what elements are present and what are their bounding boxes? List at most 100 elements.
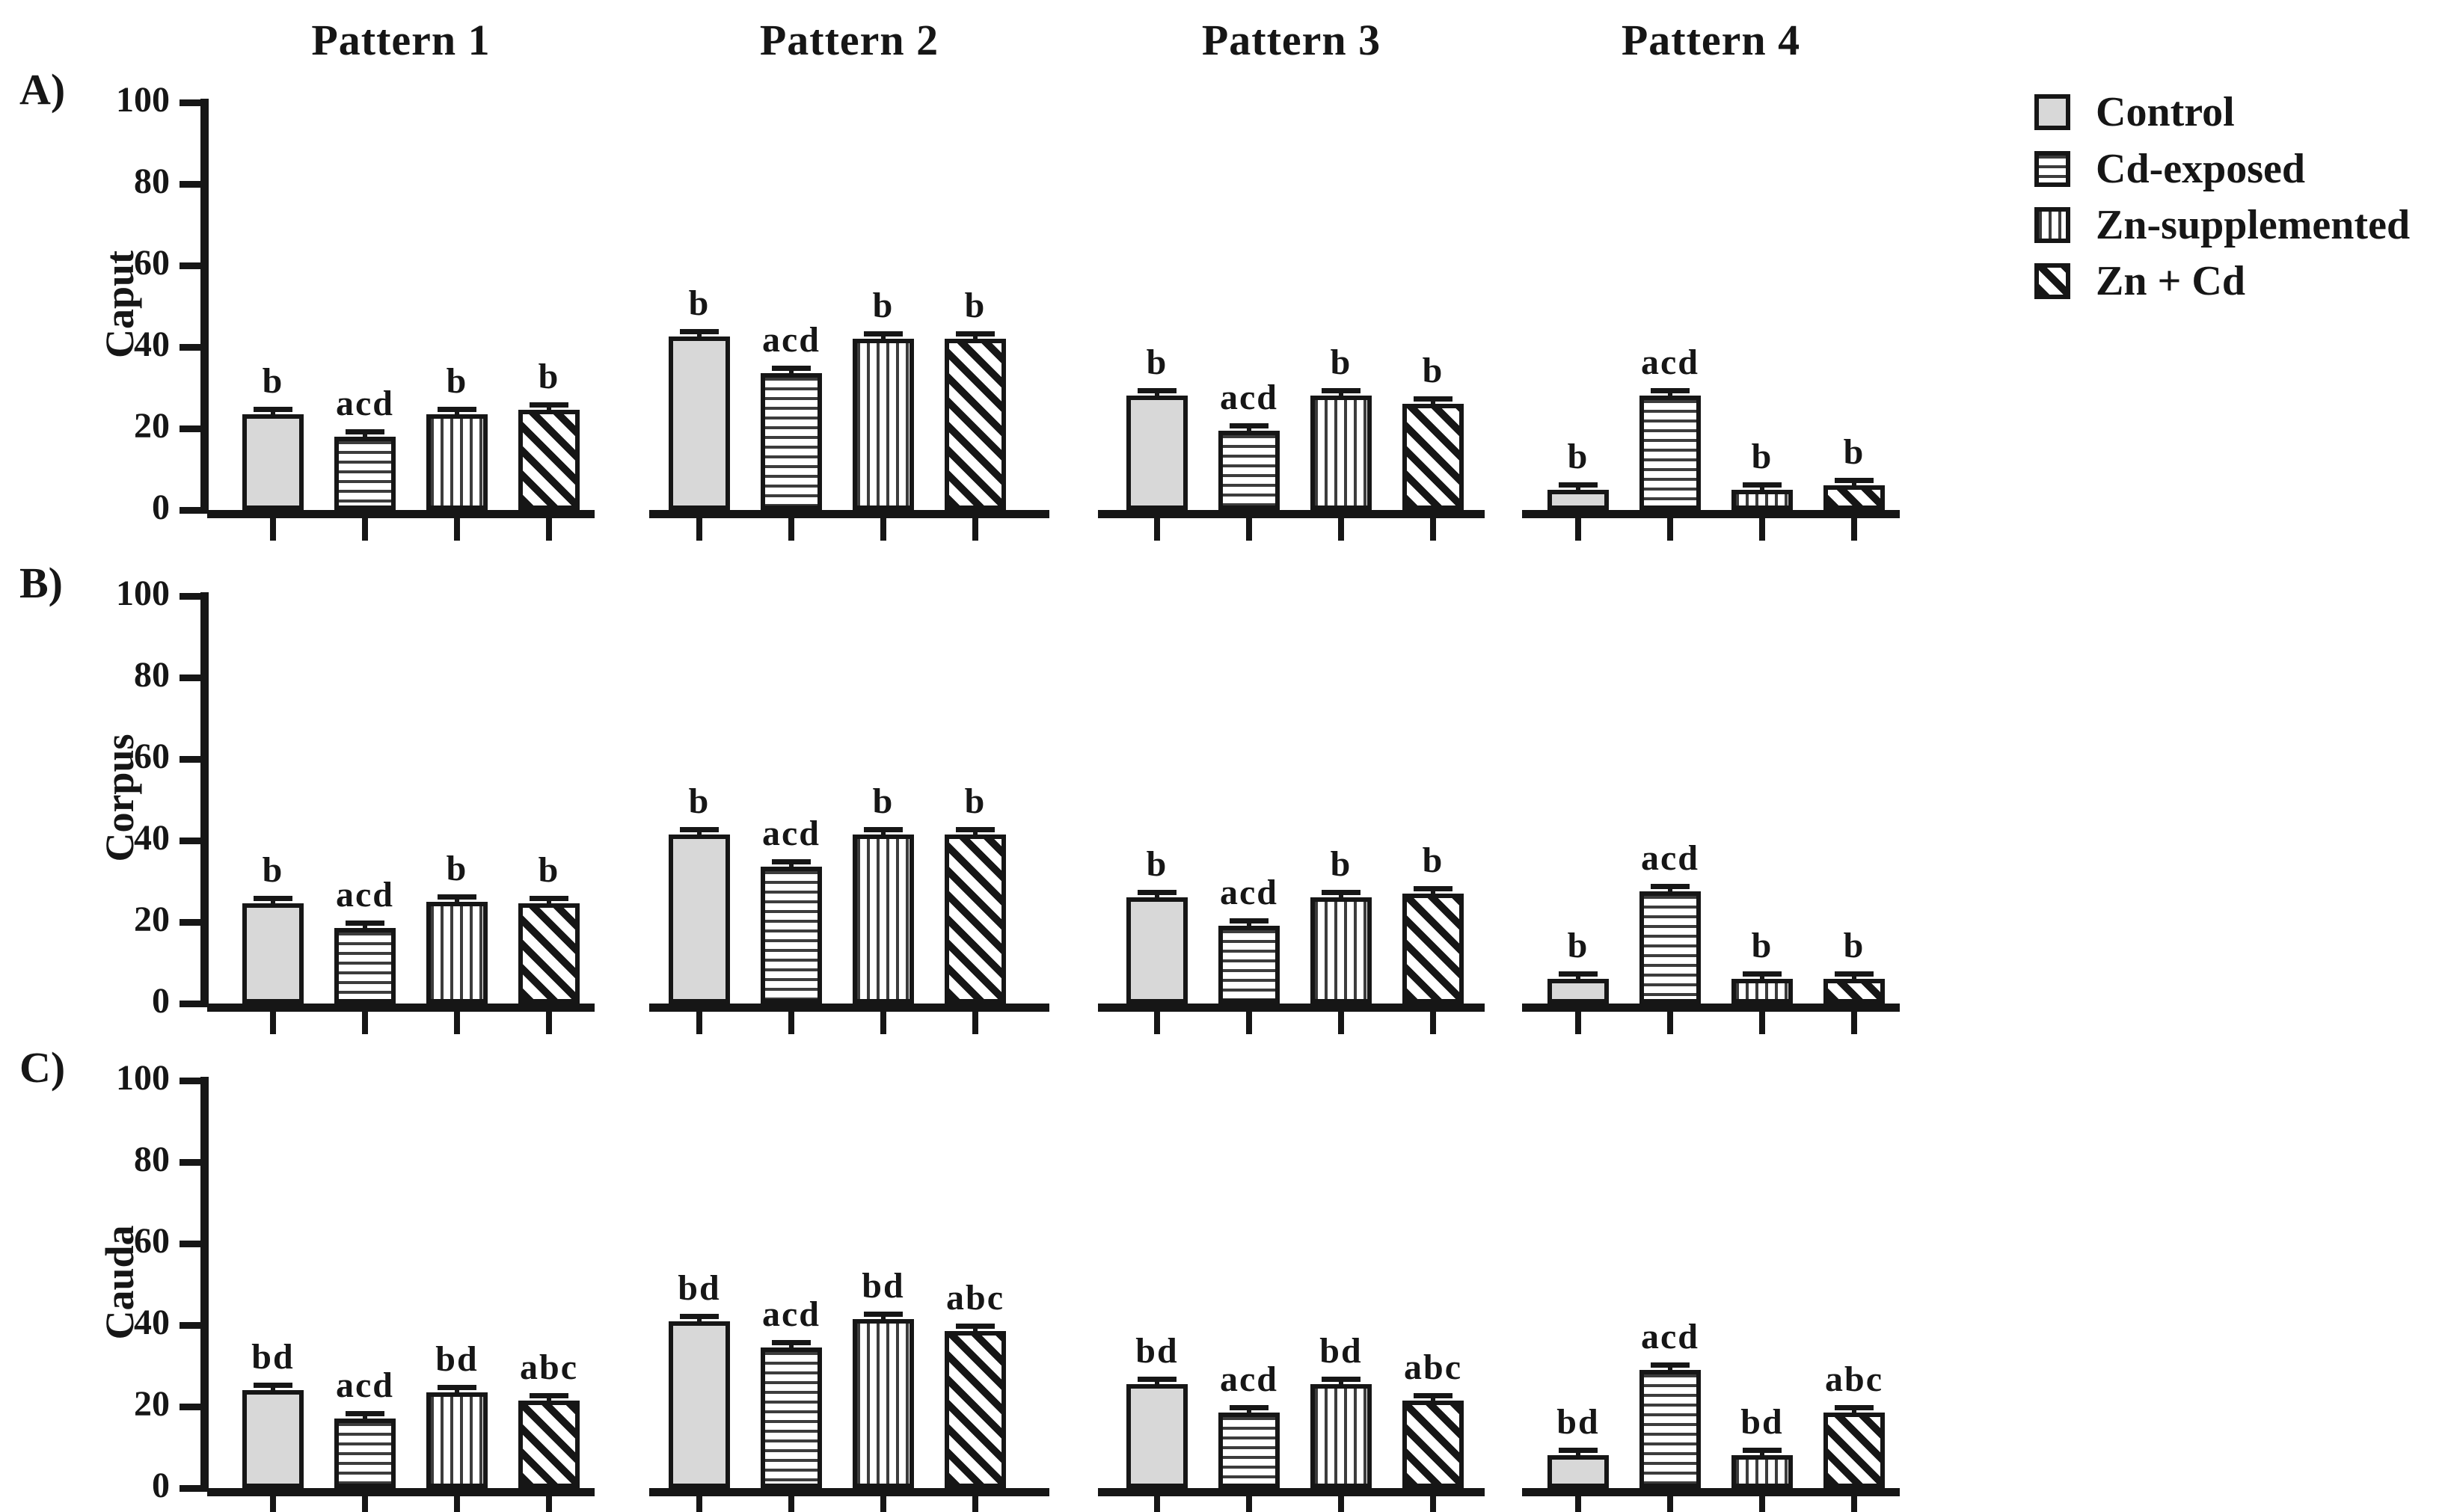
significance-letter: bd [1740, 1402, 1784, 1442]
significance-letter: b [1843, 432, 1865, 472]
bar-zn-supplemented [1310, 897, 1372, 1004]
error-bar-cap [1559, 971, 1598, 977]
error-bar-cap [1322, 1377, 1360, 1382]
x-tick [1154, 1012, 1160, 1034]
y-tick-label: 60 [134, 1221, 170, 1261]
error-bar-cap [956, 1324, 995, 1329]
y-tick-label: 0 [152, 981, 170, 1021]
bar-cd-exposed [334, 928, 396, 1004]
significance-letter: bd [435, 1339, 479, 1379]
bar-zn-plus-cd [1823, 485, 1885, 510]
y-tick [180, 674, 202, 681]
error-bar-cap [438, 407, 476, 412]
y-axis-label-cauda: Cauda [97, 1224, 142, 1340]
legend-label-zn-plus-cd: Zn + Cd [2096, 258, 2245, 304]
significance-letter: bd [1319, 1331, 1363, 1371]
x-axis-line [1522, 1004, 1900, 1012]
y-tick [180, 1241, 202, 1247]
legend-label-control: Control [2096, 89, 2235, 135]
error-bar-cap [1835, 1405, 1874, 1410]
bar-cd-exposed [334, 1419, 396, 1488]
x-tick [454, 518, 460, 541]
y-tick-label: 100 [116, 80, 170, 120]
bar-zn-plus-cd [518, 1401, 580, 1488]
y-tick-label: 100 [116, 1058, 170, 1098]
x-tick [1575, 518, 1581, 541]
y-tick [180, 593, 202, 600]
y-tick-label: 20 [134, 900, 170, 939]
y-tick [180, 838, 202, 844]
significance-letter: b [872, 781, 895, 821]
x-tick [546, 1012, 552, 1034]
error-bar-cap [1230, 1405, 1269, 1410]
significance-letter: b [262, 850, 284, 890]
x-tick [1246, 1496, 1252, 1512]
legend-label-zn-supplemented: Zn-supplemented [2096, 202, 2411, 248]
error-bar-cap [1651, 884, 1690, 889]
significance-letter: b [1843, 926, 1865, 965]
significance-letter: b [1422, 351, 1444, 390]
bar-zn-plus-cd [518, 903, 580, 1004]
y-axis-line [200, 592, 209, 1007]
significance-letter: b [1422, 840, 1444, 880]
bar-cd-exposed [334, 437, 396, 510]
y-tick-label: 0 [152, 488, 170, 527]
y-tick [180, 262, 202, 269]
significance-letter: b [446, 849, 468, 888]
error-bar-cap [864, 827, 903, 832]
y-tick [180, 181, 202, 188]
significance-letter: acd [762, 814, 820, 853]
column-title-pattern-4: Pattern 4 [1621, 16, 1801, 64]
panel-label-c: C) [19, 1043, 66, 1092]
significance-letter: b [1751, 437, 1773, 476]
significance-letter: abc [1404, 1347, 1462, 1387]
x-tick [1246, 518, 1252, 541]
error-bar-cap [956, 827, 995, 832]
error-bar-cap [864, 331, 903, 336]
horizontal-lines-swatch-icon [2034, 151, 2070, 187]
error-bar-cap [1230, 918, 1269, 924]
error-bar-cap [346, 429, 384, 434]
x-tick [788, 518, 794, 541]
significance-letter: b [688, 283, 711, 323]
x-tick [788, 1496, 794, 1512]
bar-zn-supplemented [1310, 396, 1372, 510]
x-axis-line [649, 1004, 1049, 1012]
significance-letter: acd [336, 875, 394, 915]
bar-control [669, 835, 730, 1004]
error-bar-cap [530, 896, 568, 901]
error-bar-cap [772, 1340, 811, 1345]
significance-letter: b [964, 286, 987, 325]
x-tick [1759, 518, 1765, 541]
x-tick [1759, 1496, 1765, 1512]
column-title-pattern-3: Pattern 3 [1201, 16, 1381, 64]
x-tick [1851, 1012, 1857, 1034]
y-tick-label: 20 [134, 406, 170, 446]
x-tick [1430, 1496, 1436, 1512]
x-tick [362, 1012, 368, 1034]
bar-control [669, 336, 730, 510]
significance-letter: b [688, 781, 711, 821]
x-tick [1667, 1012, 1673, 1034]
y-tick [180, 1485, 202, 1492]
significance-letter: acd [1641, 1317, 1699, 1356]
bar-cd-exposed [1639, 891, 1701, 1004]
x-axis-line [1522, 1488, 1900, 1496]
x-axis-line [1098, 1004, 1485, 1012]
bar-zn-supplemented [1731, 979, 1793, 1004]
x-tick [270, 1012, 276, 1034]
error-bar-cap [1414, 1393, 1452, 1398]
x-tick [1667, 1496, 1673, 1512]
x-tick [454, 1012, 460, 1034]
bar-cd-exposed [761, 1347, 822, 1488]
bar-zn-plus-cd [1402, 1401, 1464, 1488]
x-tick [1430, 518, 1436, 541]
x-axis-line [649, 1488, 1049, 1496]
x-tick [1851, 1496, 1857, 1512]
error-bar-cap [772, 366, 811, 371]
error-bar-cap [1138, 890, 1177, 895]
bar-zn-supplemented [1310, 1384, 1372, 1488]
error-bar-cap [1138, 388, 1177, 393]
bar-control [1126, 897, 1188, 1004]
error-bar-cap [1743, 971, 1782, 977]
